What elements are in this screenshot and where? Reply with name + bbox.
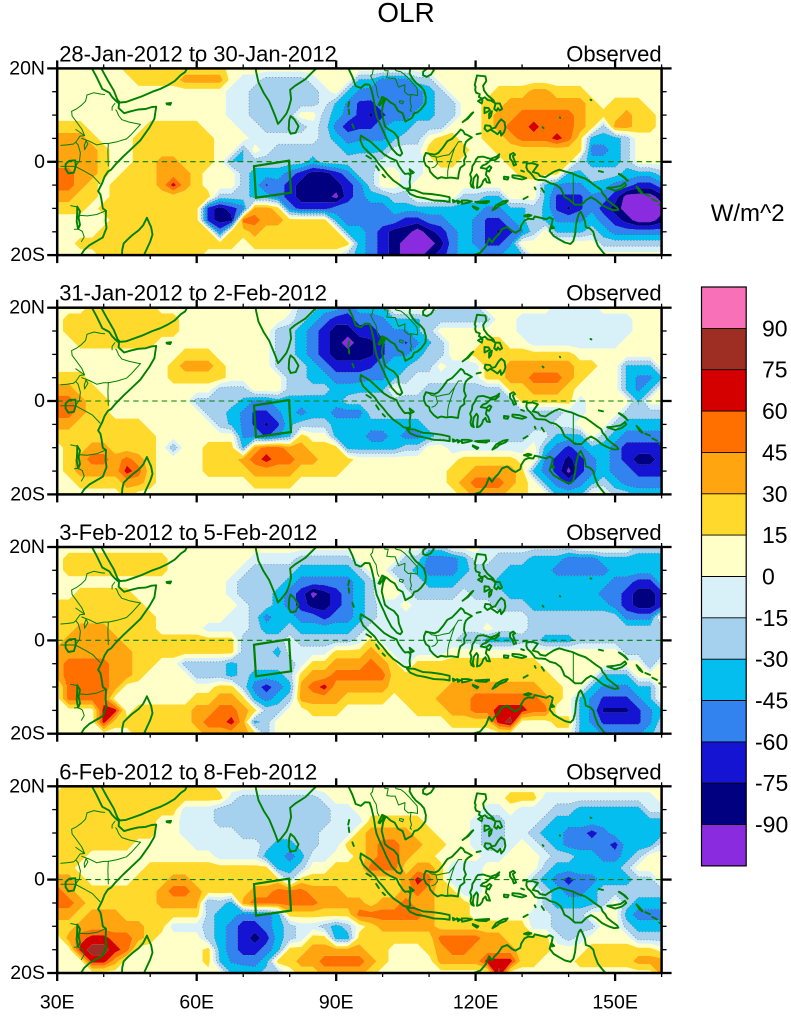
svg-text:30: 30	[762, 481, 788, 507]
svg-text:20N: 20N	[9, 775, 45, 797]
svg-text:31-Jan-2012 to 2-Feb-2012: 31-Jan-2012 to 2-Feb-2012	[59, 281, 327, 306]
svg-text:60E: 60E	[179, 992, 214, 1014]
svg-text:W/m^2: W/m^2	[711, 200, 785, 227]
svg-text:20S: 20S	[10, 962, 45, 984]
svg-text:20N: 20N	[9, 536, 45, 558]
svg-text:Observed: Observed	[566, 520, 661, 545]
svg-text:20S: 20S	[10, 244, 45, 266]
svg-text:3-Feb-2012 to 5-Feb-2012: 3-Feb-2012 to 5-Feb-2012	[59, 520, 317, 545]
svg-text:0: 0	[762, 564, 775, 590]
svg-text:60: 60	[762, 398, 788, 424]
svg-text:0: 0	[34, 151, 45, 173]
svg-text:-30: -30	[755, 646, 788, 672]
svg-text:30E: 30E	[40, 992, 75, 1014]
svg-text:75: 75	[762, 357, 788, 383]
svg-text:6-Feb-2012 to 8-Feb-2012: 6-Feb-2012 to 8-Feb-2012	[59, 759, 317, 784]
svg-text:90: 90	[762, 315, 788, 341]
svg-text:90E: 90E	[319, 992, 354, 1014]
svg-text:20S: 20S	[10, 483, 45, 505]
svg-text:-45: -45	[755, 688, 788, 714]
svg-text:Observed: Observed	[566, 41, 661, 66]
svg-text:20N: 20N	[9, 297, 45, 319]
svg-text:45: 45	[762, 439, 788, 465]
svg-text:150E: 150E	[592, 992, 638, 1014]
svg-text:-15: -15	[755, 605, 788, 631]
svg-text:20S: 20S	[10, 723, 45, 745]
svg-text:Observed: Observed	[566, 281, 661, 306]
svg-text:20N: 20N	[9, 57, 45, 79]
svg-text:-75: -75	[755, 770, 788, 796]
svg-text:Observed: Observed	[566, 759, 661, 784]
svg-text:15: 15	[762, 522, 788, 548]
svg-text:0: 0	[34, 869, 45, 891]
svg-text:-90: -90	[755, 812, 788, 838]
svg-text:-60: -60	[755, 729, 788, 755]
svg-text:0: 0	[34, 629, 45, 651]
svg-text:120E: 120E	[453, 992, 499, 1014]
svg-text:0: 0	[34, 390, 45, 412]
svg-text:OLR: OLR	[377, 0, 435, 28]
svg-text:28-Jan-2012 to 30-Jan-2012: 28-Jan-2012 to 30-Jan-2012	[59, 41, 337, 66]
